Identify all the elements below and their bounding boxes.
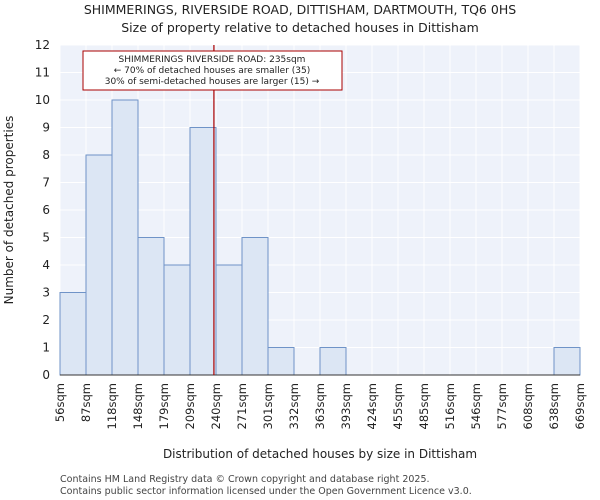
- bar-2: [111, 99, 139, 376]
- x-tick-label-5: 209sqm: [183, 383, 197, 429]
- x-tick-label-16: 546sqm: [469, 383, 483, 429]
- x-tick-label-13: 455sqm: [391, 383, 405, 429]
- y-tick-label-8: 8: [42, 148, 50, 162]
- x-tick-label-0: 56sqm: [53, 383, 67, 422]
- x-tick-label-11: 393sqm: [339, 383, 353, 429]
- x-tick-label-1: 87sqm: [79, 383, 93, 422]
- y-tick-label-7: 7: [42, 176, 50, 190]
- annotation-box: SHIMMERINGS RIVERSIDE ROAD: 235sqm ← 70%…: [82, 50, 343, 91]
- bar-10: [319, 347, 347, 376]
- y-tick-label-10: 10: [35, 93, 50, 107]
- x-tick-label-9: 332sqm: [287, 383, 301, 429]
- x-tick-label-4: 179sqm: [157, 383, 171, 429]
- y-tick-label-4: 4: [42, 258, 50, 272]
- bar-19: [553, 347, 581, 376]
- bars: [59, 99, 581, 376]
- x-tick-label-6: 240sqm: [209, 383, 223, 429]
- x-tick-label-20: 669sqm: [573, 383, 587, 429]
- y-tick-label-6: 6: [42, 203, 50, 217]
- x-tick-label-19: 638sqm: [547, 383, 561, 429]
- x-tick-label-14: 485sqm: [417, 383, 431, 429]
- footer-line-1: Contains HM Land Registry data © Crown c…: [60, 474, 430, 485]
- bar-7: [241, 237, 269, 376]
- bar-4: [163, 264, 191, 376]
- annotation-border: [82, 50, 343, 91]
- bar-1: [85, 154, 113, 376]
- x-tick-label-7: 271sqm: [235, 383, 249, 429]
- y-tick-label-9: 9: [42, 121, 50, 135]
- y-tick-label-12: 12: [35, 38, 50, 52]
- y-tick-label-11: 11: [35, 66, 50, 80]
- chart-title-line-1: SHIMMERINGS, RIVERSIDE ROAD, DITTISHAM, …: [84, 2, 516, 17]
- x-tick-label-10: 363sqm: [313, 383, 327, 429]
- chart-title-line-2: Size of property relative to detached ho…: [121, 20, 479, 35]
- y-axis-label: Number of detached properties: [2, 116, 16, 305]
- bar-3: [137, 237, 165, 376]
- x-tick-label-18: 608sqm: [521, 383, 535, 429]
- y-tick-label-0: 0: [42, 368, 50, 382]
- annotation-line-3: 30% of semi-detached houses are larger (…: [105, 77, 320, 87]
- y-tick-label-2: 2: [42, 313, 50, 327]
- y-tick-label-1: 1: [42, 341, 50, 355]
- x-axis-label: Distribution of detached houses by size …: [163, 447, 477, 461]
- x-tick-labels: 56sqm 87sqm 118sqm 148sqm 179sqm 209sqm 240sqm…: [53, 383, 587, 429]
- y-tick-label-3: 3: [42, 286, 50, 300]
- bar-8: [267, 347, 295, 376]
- annotation-line-1: SHIMMERINGS RIVERSIDE ROAD: 235sqm: [119, 55, 306, 65]
- x-tick-label-15: 516sqm: [443, 383, 457, 429]
- x-tick-label-17: 577sqm: [495, 383, 509, 429]
- x-tick-label-12: 424sqm: [365, 383, 379, 429]
- bar-5: [189, 127, 217, 376]
- annotation-line-2: ← 70% of detached houses are smaller (35…: [114, 66, 311, 76]
- bar-0: [59, 292, 87, 376]
- x-tick-label-8: 301sqm: [261, 383, 275, 429]
- x-tick-label-3: 148sqm: [131, 383, 145, 429]
- x-tick-label-2: 118sqm: [105, 383, 119, 429]
- y-tick-label-5: 5: [42, 231, 50, 245]
- footer-line-2: Contains public sector information licen…: [60, 486, 472, 497]
- bar-6: [215, 264, 243, 376]
